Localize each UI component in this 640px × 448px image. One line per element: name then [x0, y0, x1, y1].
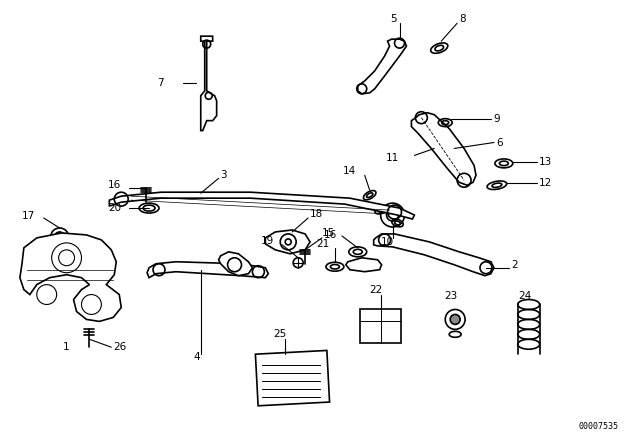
Polygon shape [266, 230, 310, 254]
Polygon shape [109, 192, 415, 219]
Polygon shape [219, 252, 252, 276]
Text: 7: 7 [157, 78, 164, 88]
Polygon shape [346, 258, 381, 271]
Text: 2: 2 [511, 260, 517, 270]
Text: 21: 21 [317, 239, 330, 249]
Text: 00007535: 00007535 [578, 422, 618, 431]
Text: 16: 16 [108, 180, 121, 190]
Polygon shape [147, 262, 268, 278]
Text: 19: 19 [261, 236, 275, 246]
Polygon shape [412, 113, 476, 185]
Text: 3: 3 [221, 170, 227, 180]
Text: 17: 17 [22, 211, 35, 221]
Text: 8: 8 [459, 14, 466, 24]
Bar [360, 310, 401, 343]
Text: 20: 20 [108, 203, 121, 213]
Text: 23: 23 [445, 291, 458, 301]
Text: 26: 26 [113, 342, 127, 352]
Polygon shape [201, 36, 217, 130]
Text: 13: 13 [539, 157, 552, 168]
Text: 5: 5 [390, 14, 397, 24]
Polygon shape [374, 234, 494, 276]
Text: 22: 22 [369, 284, 382, 295]
Polygon shape [20, 233, 121, 321]
Text: 18: 18 [310, 209, 323, 219]
Text: 9: 9 [493, 114, 500, 124]
Text: 6: 6 [496, 138, 502, 147]
Text: 25: 25 [274, 329, 287, 339]
Text: 14: 14 [342, 166, 356, 177]
Bar [255, 350, 330, 406]
Text: 16: 16 [324, 230, 337, 240]
Text: 24: 24 [518, 291, 531, 301]
Text: 15: 15 [322, 228, 335, 238]
Text: 10: 10 [381, 237, 394, 247]
Text: 4: 4 [193, 352, 200, 362]
Text: 11: 11 [387, 153, 399, 164]
Text: 12: 12 [539, 178, 552, 188]
Polygon shape [358, 39, 406, 94]
Circle shape [450, 314, 460, 324]
Text: 1: 1 [63, 342, 70, 352]
